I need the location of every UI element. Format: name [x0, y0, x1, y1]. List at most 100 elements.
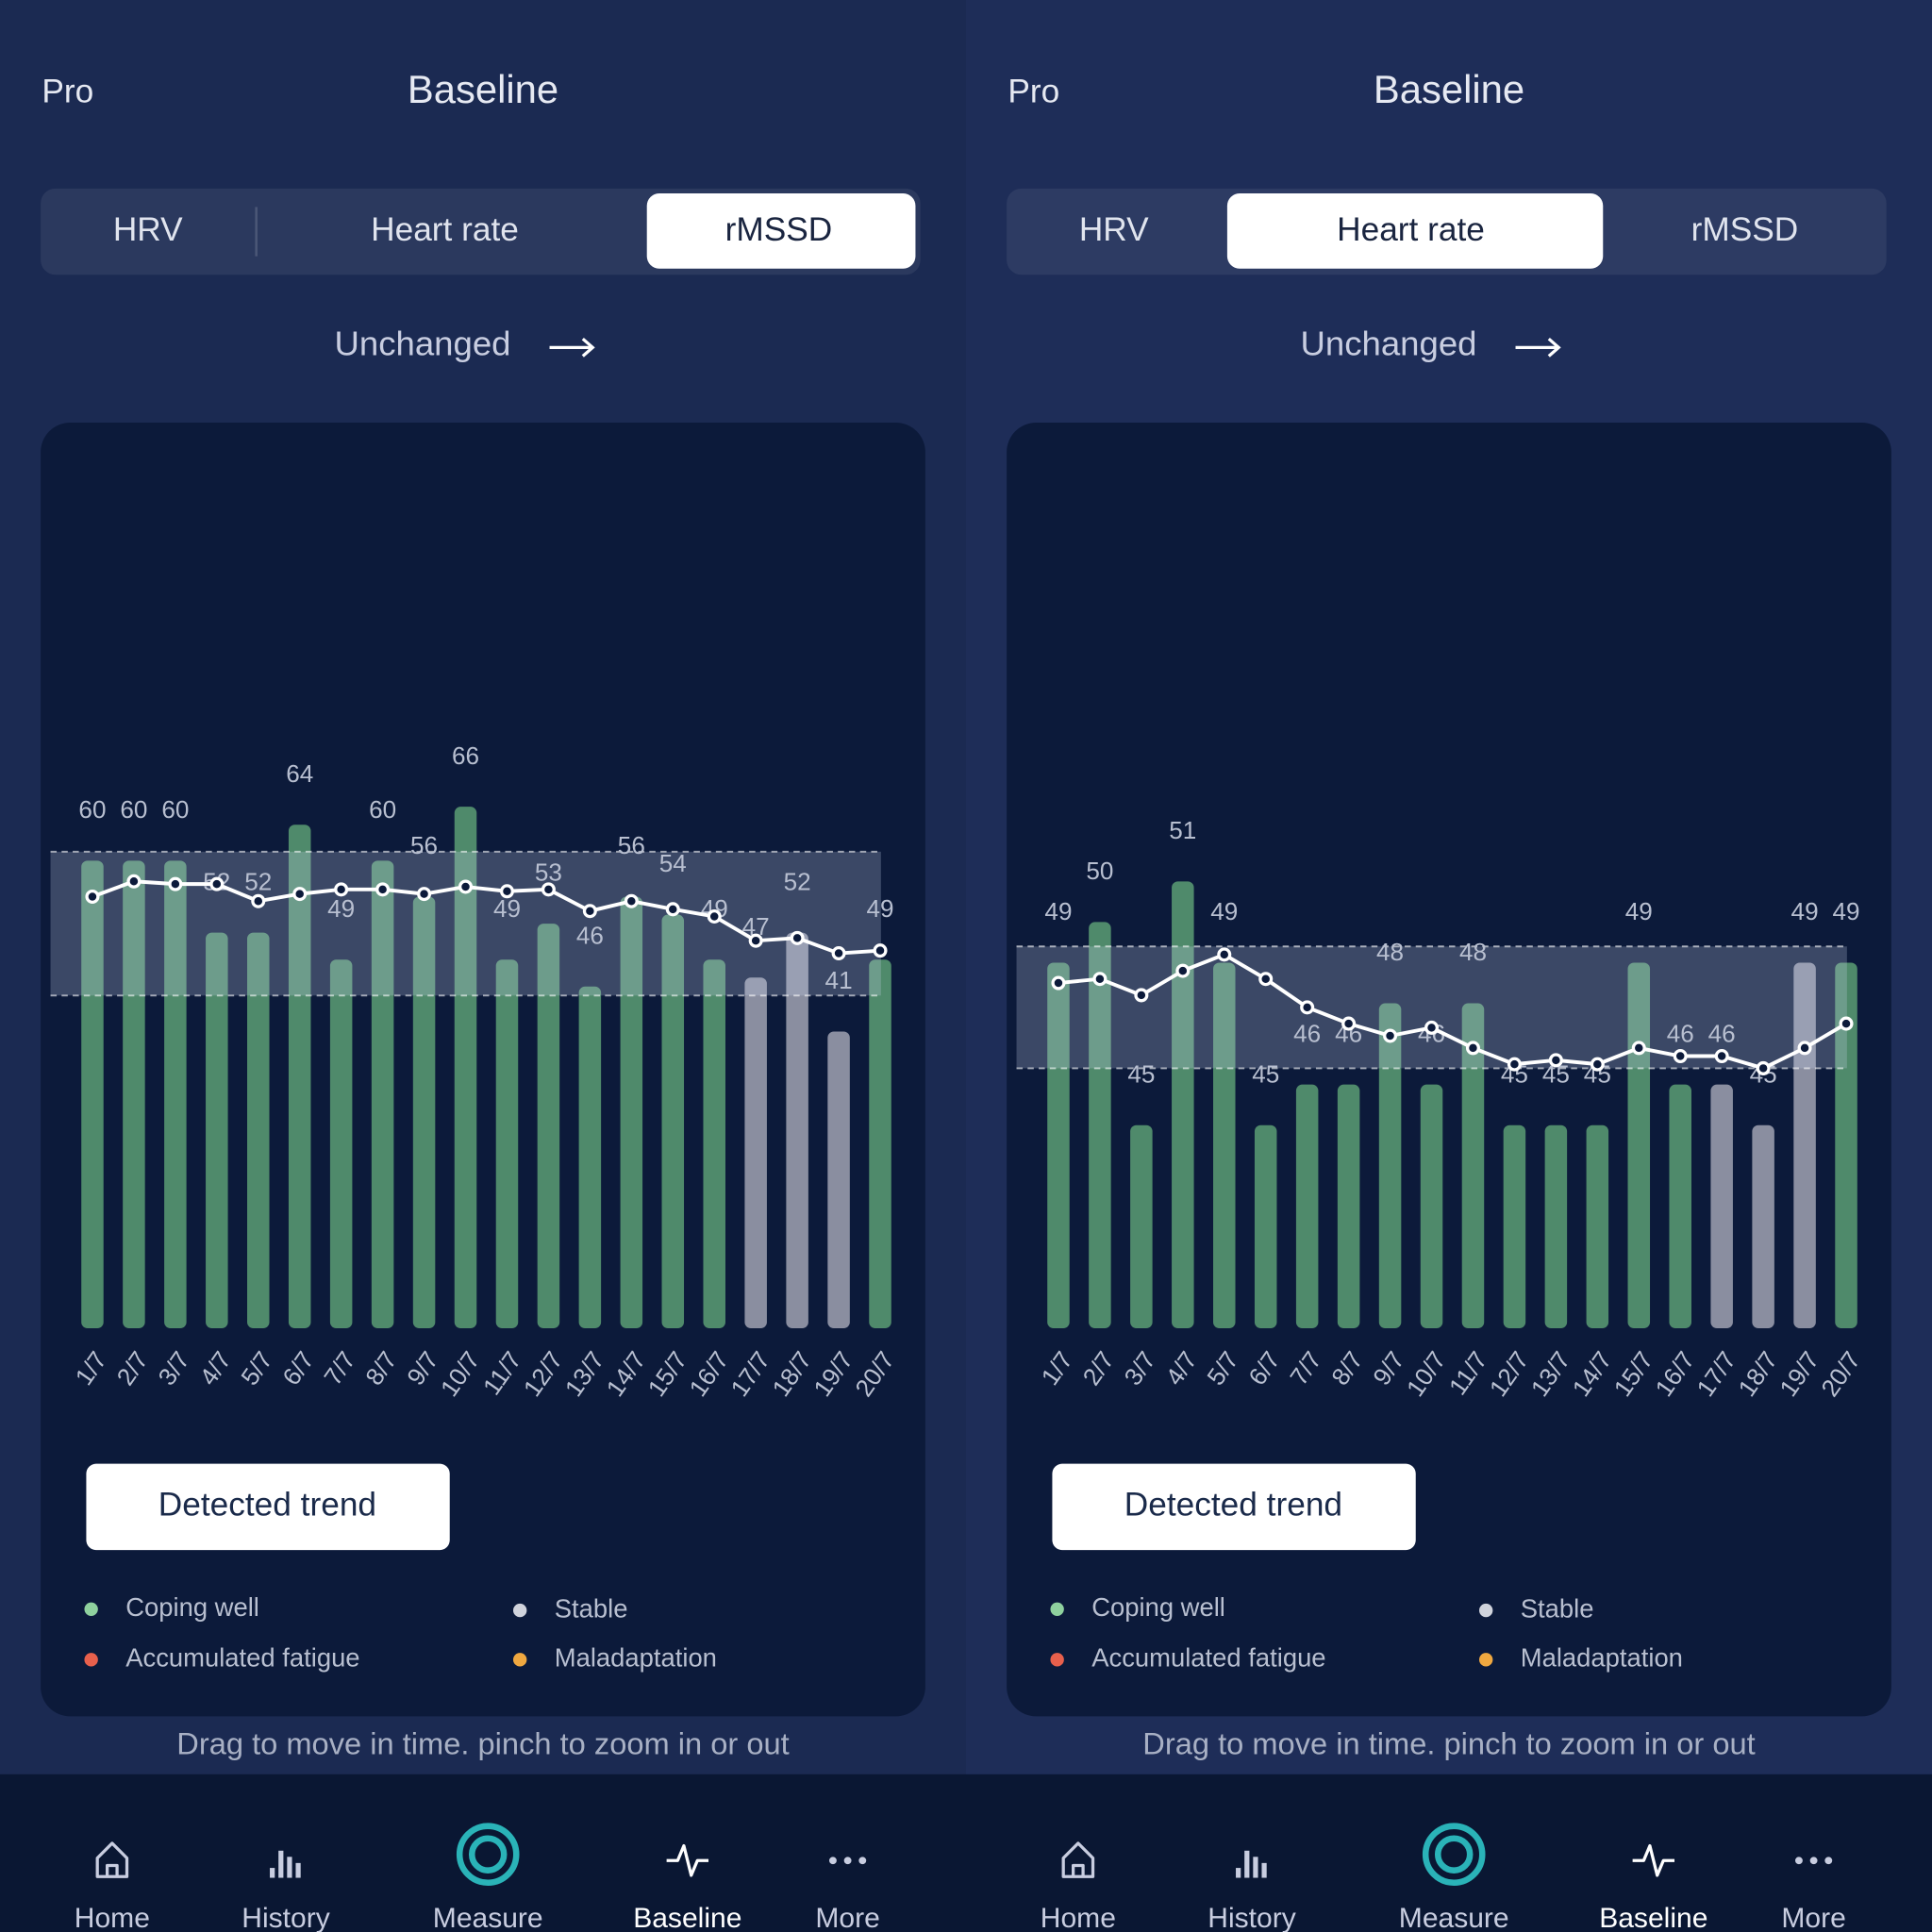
trend-point: [1051, 975, 1066, 991]
bar: [1337, 1084, 1360, 1328]
bar: [578, 986, 602, 1328]
trend-point: [748, 933, 763, 948]
bar: [744, 977, 767, 1328]
nav-icon[interactable]: [1795, 1857, 1833, 1865]
value-label: 45: [1127, 1059, 1155, 1088]
trend-point: [873, 943, 888, 958]
history-bar: [287, 1857, 292, 1878]
trend-point: [1714, 1049, 1729, 1064]
legend-label: Accumulated fatigue: [1091, 1643, 1325, 1673]
tab[interactable]: HRV: [1079, 211, 1149, 248]
nav-label[interactable]: Home: [75, 1903, 150, 1932]
nav-icon[interactable]: [1061, 1841, 1095, 1878]
trend-point: [1507, 1057, 1522, 1072]
nav-icon[interactable]: [1236, 1850, 1267, 1878]
bar: [1710, 1084, 1733, 1328]
bar: [371, 860, 394, 1328]
trend-status: Unchanged: [1300, 325, 1476, 363]
tab[interactable]: HRV: [113, 211, 183, 248]
legend-dot: [84, 1653, 98, 1667]
legend-dot: [1050, 1602, 1064, 1616]
bar: [827, 1031, 850, 1328]
baseline-band: [1016, 946, 1847, 1069]
value-label: 66: [452, 741, 479, 770]
value-label: 49: [1791, 897, 1819, 925]
tab[interactable]: Heart rate: [371, 211, 519, 248]
trend-point: [707, 908, 722, 924]
nav-label[interactable]: Measure: [1399, 1903, 1509, 1932]
history-bar: [295, 1862, 301, 1878]
history-bar: [278, 1850, 284, 1878]
button-label[interactable]: Detected trend: [158, 1487, 376, 1524]
value-label: 49: [327, 894, 355, 923]
trend-line: [92, 879, 881, 956]
legend-label: Maladaptation: [1521, 1643, 1683, 1673]
baseline-band: [50, 851, 881, 996]
detected-trend-button[interactable]: [86, 1463, 450, 1551]
value-label: 53: [535, 858, 562, 887]
bar: [1835, 962, 1857, 1328]
tab[interactable]: Heart rate: [1337, 211, 1485, 248]
nav-icon[interactable]: [666, 1843, 709, 1877]
pro-label[interactable]: Pro: [1008, 74, 1059, 110]
nav-label[interactable]: Baseline: [633, 1903, 741, 1932]
measure-ring: [456, 1823, 520, 1887]
nav-icon[interactable]: [95, 1841, 129, 1878]
phone-screen: Pro Baseline HRV Heart rate rMSSD Unchanged 60…: [0, 67, 966, 1932]
legend-label: Accumulated fatigue: [125, 1643, 359, 1673]
more-dot: [1824, 1857, 1833, 1865]
nav-icon[interactable]: [1632, 1843, 1675, 1877]
bar: [495, 959, 519, 1328]
value-label: 49: [1833, 897, 1860, 925]
value-label: 49: [1044, 897, 1072, 925]
nav-label[interactable]: Home: [1041, 1903, 1116, 1932]
legend-dot: [1479, 1653, 1493, 1667]
nav-bar: [966, 1774, 1932, 1932]
legend-label: Coping well: [1091, 1592, 1225, 1622]
trend-point: [624, 893, 639, 908]
history-bar: [1236, 1868, 1241, 1878]
legend-dot: [1050, 1653, 1064, 1667]
detected-trend-button[interactable]: [1052, 1463, 1416, 1551]
bar: [1461, 1003, 1485, 1328]
tab[interactable]: rMSSD: [725, 211, 833, 248]
pro-label[interactable]: Pro: [42, 74, 93, 110]
value-label: 60: [161, 795, 189, 824]
nav-label[interactable]: More: [1781, 1903, 1845, 1932]
value-label: 45: [1252, 1059, 1279, 1088]
nav-icon[interactable]: [829, 1857, 867, 1865]
bar: [329, 959, 353, 1328]
chart-card: [1007, 423, 1891, 1717]
nav-label[interactable]: History: [242, 1903, 329, 1932]
value-label: 46: [1708, 1019, 1736, 1047]
trend-point: [499, 884, 514, 899]
screen-title: Baseline: [408, 67, 558, 111]
button-label[interactable]: Detected trend: [1124, 1487, 1342, 1524]
nav-icon[interactable]: [456, 1823, 520, 1887]
bar: [123, 860, 145, 1328]
nav-icon[interactable]: [270, 1850, 301, 1878]
bar: [1089, 922, 1111, 1328]
more-dot: [858, 1857, 867, 1865]
bar: [1172, 881, 1194, 1328]
value-label: 52: [784, 867, 811, 895]
value-label: 60: [120, 795, 147, 824]
nav-label[interactable]: Baseline: [1599, 1903, 1707, 1932]
bar: [1130, 1124, 1153, 1328]
nav-label[interactable]: History: [1208, 1903, 1295, 1932]
value-label: 48: [1376, 938, 1404, 966]
bar: [1213, 962, 1236, 1328]
tab[interactable]: rMSSD: [1691, 211, 1799, 248]
bar: [247, 932, 270, 1328]
bar: [1420, 1084, 1443, 1328]
nav-label[interactable]: More: [815, 1903, 879, 1932]
trend-point: [582, 904, 597, 919]
nav-label[interactable]: Measure: [433, 1903, 543, 1932]
trend-point: [1465, 1041, 1480, 1056]
bar: [164, 860, 187, 1328]
home-icon: [1061, 1841, 1095, 1878]
bar: [1627, 962, 1651, 1328]
nav-icon[interactable]: [1422, 1823, 1486, 1887]
more-dot: [843, 1857, 852, 1865]
